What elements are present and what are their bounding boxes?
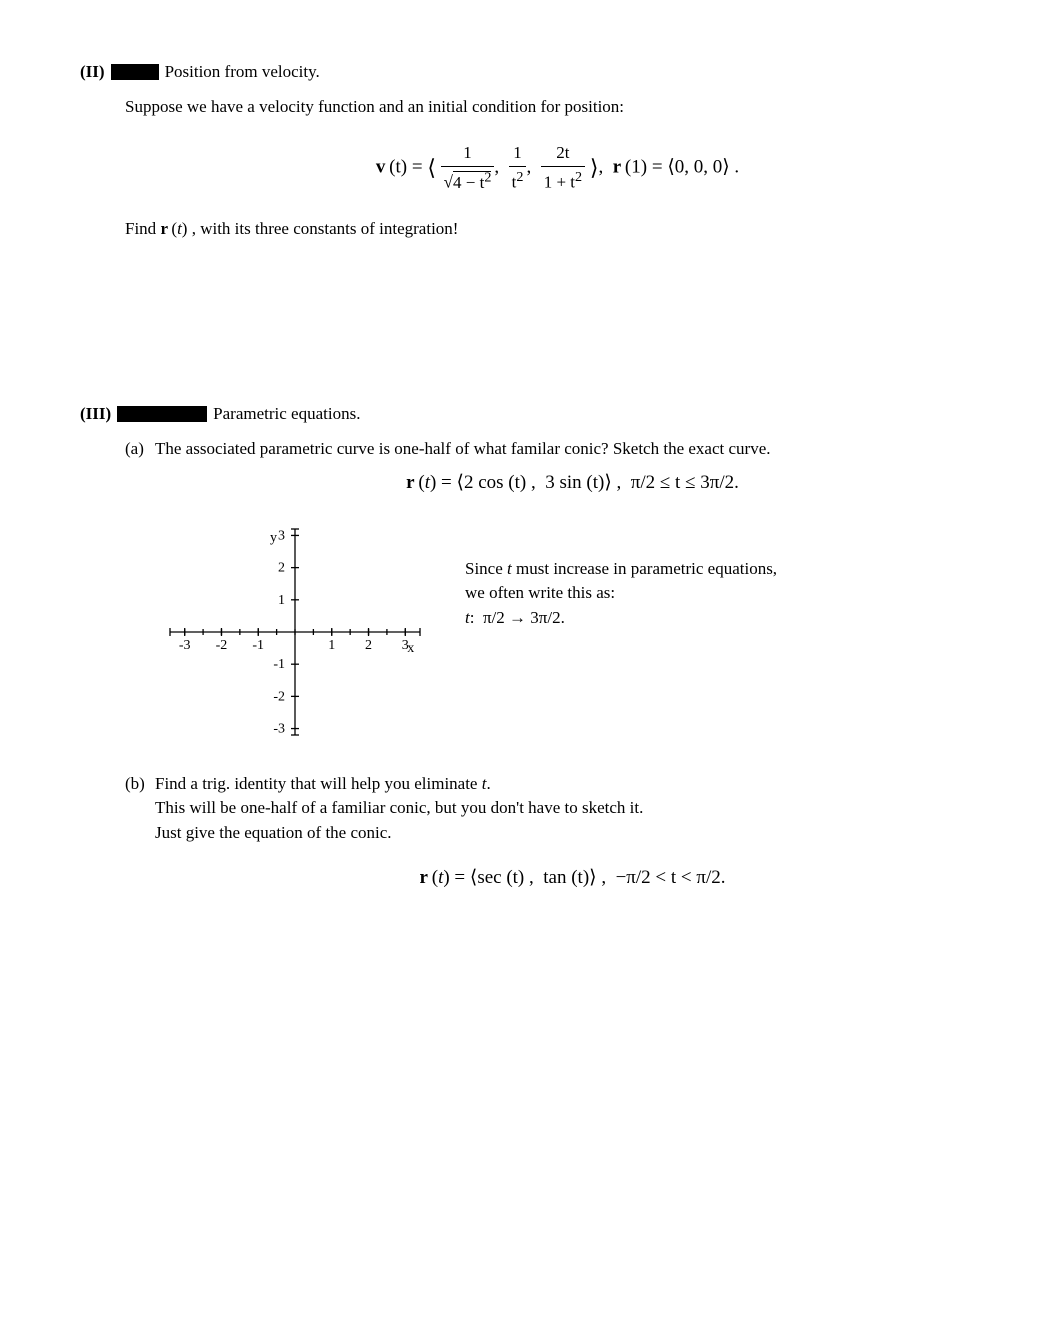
problem-ii-equation: v (t) = ⟨ 1 √4 − t2 , 1 t2 , 2t 1 + t2 ⟩… [125, 141, 990, 195]
part-b-line2: This will be one-half of a familiar coni… [155, 796, 990, 821]
redaction-block-2 [117, 406, 207, 422]
part-a-body: The associated parametric curve is one-h… [155, 437, 990, 747]
component-3: 2t 1 + t2 [541, 141, 585, 195]
svg-text:y: y [270, 530, 277, 545]
note-line3-math: π/2 → 3π/2. [483, 608, 565, 627]
comp3-num: 2t [541, 141, 585, 166]
part-a-label: (a) [125, 437, 155, 747]
svg-text:-1: -1 [273, 657, 285, 672]
r-symbol: r [613, 157, 621, 178]
langle-icon: ⟨ [427, 155, 436, 180]
t-var: t [395, 157, 400, 178]
part-a-note: Since t must increase in parametric equa… [465, 557, 777, 631]
svg-text:1: 1 [278, 593, 285, 608]
problem-ii: (II) Position from velocity. Suppose we … [80, 60, 990, 242]
comp1-den-exp: 2 [484, 169, 491, 185]
part-a-range: π/2 ≤ t ≤ 3π/2. [631, 472, 739, 493]
problem-ii-find: Find r (t) , with its three constants of… [125, 217, 990, 242]
rangle-icon: ⟩ [590, 155, 599, 180]
svg-text:2: 2 [365, 638, 372, 653]
note-line1: Since t must increase in parametric equa… [465, 557, 777, 582]
part-b-x: sec (t) [477, 867, 524, 888]
t-var-a: t [425, 472, 430, 493]
note-line2: we often write this as: [465, 581, 777, 606]
coordinate-axes: -3-2-1123-3-2-1123yx [155, 517, 435, 747]
comp2-den-exp: 2 [516, 169, 523, 185]
part-b-y: tan (t) [543, 867, 589, 888]
problem-ii-header: (II) Position from velocity. [80, 60, 990, 85]
r-symbol-b: r [419, 867, 427, 888]
svg-text:-1: -1 [252, 638, 264, 653]
part-a-equation: r (t) = ⟨2 cos (t) , 3 sin (t)⟩ , π/2 ≤ … [155, 469, 990, 497]
part-b-equation: r (t) = ⟨sec (t) , tan (t)⟩ , −π/2 < t <… [155, 864, 990, 892]
t-var-2: t [177, 219, 182, 238]
component-2: 1 t2 [509, 141, 527, 195]
svg-text:-3: -3 [179, 638, 191, 653]
part-b-label: (b) [125, 772, 155, 913]
part-b-range: −π/2 < t < π/2. [616, 867, 726, 888]
part-a-x: 2 cos (t) [464, 472, 526, 493]
part-a: (a) The associated parametric curve is o… [125, 437, 990, 747]
comp2-num: 1 [509, 141, 527, 166]
svg-text:1: 1 [328, 638, 335, 653]
problem-iii-numeral: (III) [80, 402, 111, 427]
problem-ii-title: Position from velocity. [165, 60, 320, 85]
component-1: 1 √4 − t2 [441, 141, 495, 195]
svg-text:x: x [407, 641, 414, 656]
svg-text:2: 2 [278, 560, 285, 575]
svg-text:3: 3 [278, 528, 285, 543]
comp3-den-exp: 2 [575, 169, 582, 185]
part-b-line1: Find a trig. identity that will help you… [155, 772, 990, 797]
part-a-text: The associated parametric curve is one-h… [155, 437, 990, 462]
svg-text:-2: -2 [273, 689, 285, 704]
comp1-den-inside: 4 − t [453, 173, 484, 192]
svg-text:-3: -3 [273, 721, 285, 736]
graph-and-note: -3-2-1123-3-2-1123yx Since t must increa… [155, 517, 990, 747]
part-b-body: Find a trig. identity that will help you… [155, 772, 990, 913]
comp1-den: √4 − t2 [441, 166, 495, 195]
part-b: (b) Find a trig. identity that will help… [125, 772, 990, 913]
r-symbol-2: r [160, 219, 168, 238]
t-var-b: t [438, 867, 443, 888]
comp3-den: 1 + t2 [541, 166, 585, 195]
v-symbol: v [376, 157, 386, 178]
svg-text:-2: -2 [216, 638, 228, 653]
cond-val: ⟨0, 0, 0⟩ [667, 157, 729, 178]
problem-ii-intro: Suppose we have a velocity function and … [125, 95, 990, 120]
comp2-den: t2 [509, 166, 527, 195]
note-line3: t: π/2 → 3π/2. [465, 606, 777, 631]
redaction-block [111, 64, 159, 80]
part-b-line3: Just give the equation of the conic. [155, 821, 990, 846]
problem-ii-body: Suppose we have a velocity function and … [125, 95, 990, 242]
problem-iii-header: (III) Parametric equations. [80, 402, 990, 427]
problem-ii-numeral: (II) [80, 60, 105, 85]
part-a-y: 3 sin (t) [545, 472, 604, 493]
problem-iii: (III) Parametric equations. (a) The asso… [80, 402, 990, 913]
problem-iii-title: Parametric equations. [213, 402, 360, 427]
comp3-den-base: 1 + t [544, 173, 575, 192]
note-t: t [465, 608, 470, 627]
comp1-num: 1 [441, 141, 495, 166]
cond-arg: 1 [631, 157, 641, 178]
r-symbol-a: r [406, 472, 414, 493]
